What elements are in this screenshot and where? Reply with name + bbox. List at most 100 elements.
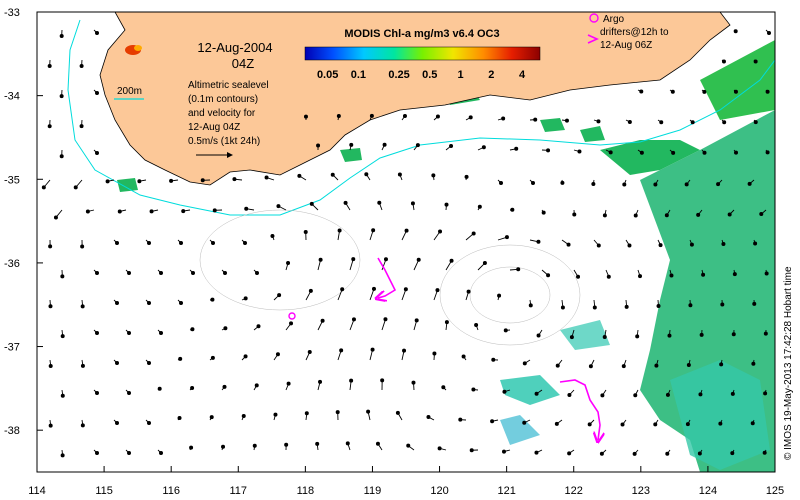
chl-hotspot-core — [134, 45, 142, 51]
description-line-4: 12-Aug 04Z — [188, 122, 240, 133]
velocity-vector — [349, 257, 356, 271]
velocity-vector — [79, 119, 84, 129]
time-title: 04Z — [232, 56, 254, 71]
velocity-vector — [125, 269, 131, 275]
velocity-vector — [501, 449, 511, 454]
velocity-vector — [656, 299, 661, 309]
velocity-vector — [592, 299, 597, 310]
plot-content — [41, 12, 775, 472]
colorbar-ticks: 0.05 0.1 0.25 0.5 1 2 4 — [317, 69, 526, 81]
velocity-vector — [591, 179, 596, 186]
velocity-vector — [699, 329, 704, 337]
velocity-vector — [431, 173, 436, 181]
velocity-vector — [316, 143, 321, 151]
velocity-vector — [733, 89, 738, 94]
velocity-vector — [534, 389, 543, 396]
velocity-vector — [169, 178, 179, 183]
x-tick-label: 115 — [95, 485, 113, 497]
velocity-vector — [241, 354, 248, 361]
date-title: 12-Aug-2004 — [197, 40, 272, 55]
velocity-vector — [465, 289, 471, 301]
velocity-vector — [80, 299, 85, 309]
velocity-vector — [572, 209, 577, 217]
velocity-vector — [303, 114, 308, 121]
velocity-vector — [413, 318, 419, 331]
velocity-vector — [317, 318, 325, 331]
x-tick-label: 116 — [162, 485, 180, 497]
velocity-vector — [93, 89, 99, 95]
velocity-vector — [253, 324, 261, 331]
velocity-vector — [573, 149, 582, 154]
velocity-vector — [751, 359, 756, 366]
velocity-vector — [605, 149, 613, 155]
velocity-vector — [337, 287, 345, 301]
velocity-vector — [657, 239, 663, 248]
velocity-vector — [309, 201, 319, 211]
velocity-vector — [445, 258, 454, 271]
colorbar-tick-label: 0.05 — [317, 69, 338, 81]
velocity-vector — [625, 239, 632, 248]
velocity-vector — [413, 143, 420, 151]
velocity-vector — [762, 449, 767, 455]
velocity-vector — [554, 419, 563, 426]
argo-legend-line-3: 12-Aug 06Z — [600, 40, 652, 51]
velocity-vector — [701, 149, 707, 155]
velocity-vector — [285, 321, 294, 331]
velocity-vector — [621, 359, 627, 369]
velocity-vector — [189, 445, 194, 451]
velocity-vector — [721, 59, 726, 64]
description-line-2: (0.1m contours) — [188, 94, 258, 105]
velocity-vector — [315, 441, 320, 451]
velocity-vector — [381, 317, 388, 331]
velocity-vector — [477, 204, 482, 211]
velocity-vector — [60, 269, 65, 279]
velocity-vector — [471, 387, 479, 392]
velocity-vector — [522, 359, 531, 366]
velocity-vector — [221, 326, 228, 331]
velocity-vector — [137, 179, 147, 184]
velocity-vector — [465, 231, 476, 241]
velocity-vector — [461, 354, 467, 361]
velocity-vector — [80, 359, 85, 368]
velocity-vector — [349, 317, 356, 331]
velocity-vector — [444, 320, 449, 331]
velocity-vector — [716, 179, 723, 187]
velocity-vector — [637, 269, 643, 279]
argo-drifter-start — [288, 312, 296, 320]
velocity-vector — [177, 416, 182, 421]
velocity-vector — [93, 269, 99, 275]
velocity-vector — [125, 329, 131, 335]
velocity-vector — [720, 299, 725, 307]
velocity-vector — [698, 389, 703, 397]
velocity-vector — [497, 116, 506, 121]
velocity-vector — [573, 269, 581, 279]
velocity-vector — [750, 419, 755, 426]
velocity-vector — [273, 352, 280, 361]
argo-legend: Argo drifters@12h to 12-Aug 06Z — [600, 14, 669, 51]
velocity-vector — [93, 389, 99, 395]
velocity-vector — [177, 239, 183, 245]
velocity-vector — [665, 449, 671, 456]
velocity-vector — [273, 412, 278, 421]
velocity-vector — [411, 380, 416, 391]
velocity-vectors — [41, 29, 771, 458]
velocity-vector — [349, 142, 354, 151]
velocity-vector — [93, 29, 99, 35]
velocity-vector — [209, 297, 215, 302]
velocity-vector — [477, 145, 486, 151]
velocity-vector — [369, 228, 376, 241]
velocity-vector — [221, 384, 227, 391]
y-tick-label: -36 — [4, 258, 20, 270]
velocity-vector — [85, 209, 95, 214]
y-tick-label: -38 — [4, 425, 20, 437]
chlorophyll-patches — [117, 40, 775, 472]
velocity-vector — [567, 389, 575, 397]
velocity-vector — [555, 359, 563, 368]
velocity-vector — [377, 200, 383, 211]
arrow-scale-label: 0.5m/s (1kt 24h) — [188, 136, 260, 147]
velocity-vector — [665, 389, 671, 397]
velocity-vector — [759, 209, 767, 217]
velocity-vector — [406, 443, 415, 451]
velocity-vector — [633, 209, 639, 218]
velocity-vector — [125, 449, 131, 455]
